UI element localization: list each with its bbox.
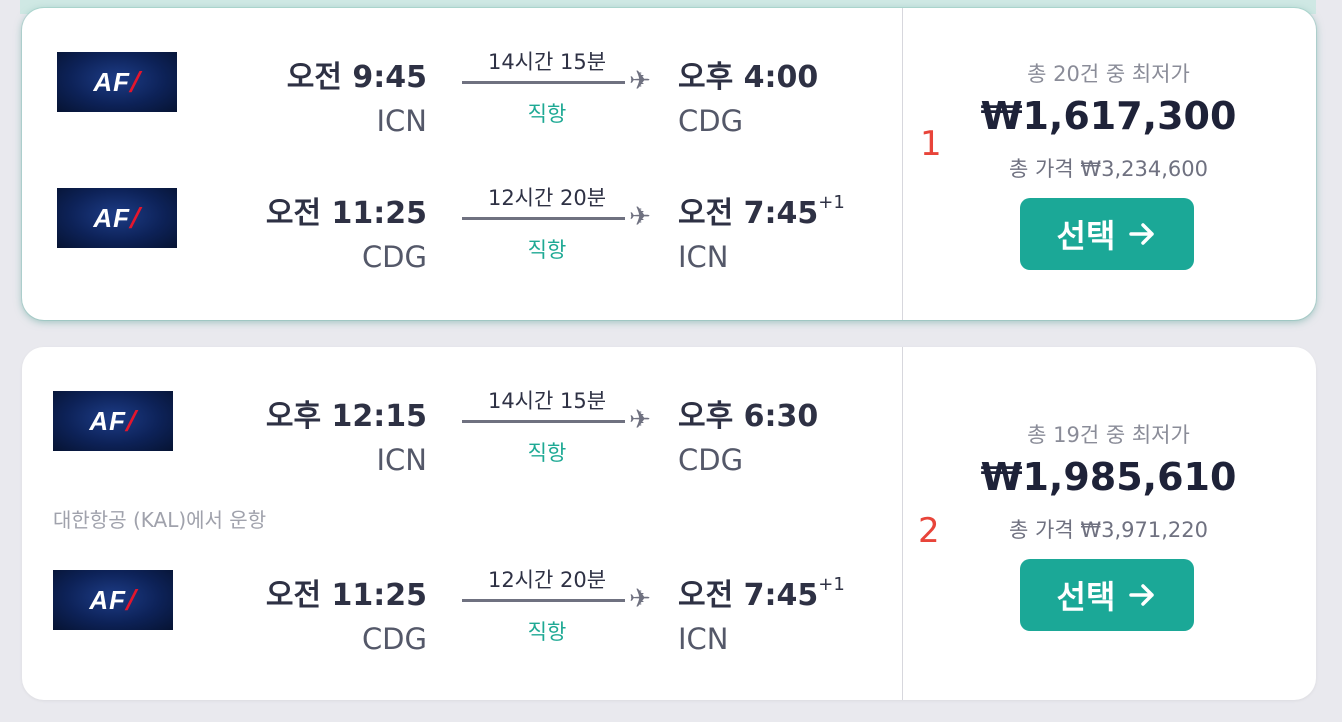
airline-logo: AF / <box>53 391 173 451</box>
route-line <box>462 217 625 220</box>
arrival-time-text: 오후 6:30 <box>678 399 819 434</box>
departure-airport: CDG <box>361 622 427 656</box>
airplane-icon: ✈ <box>629 202 651 232</box>
arrival-time: 오후 4:00 <box>678 52 818 96</box>
airplane-icon: ✈ <box>629 405 651 435</box>
stops-label: 직항 <box>527 102 567 126</box>
flight-duration: 14시간 15분 <box>487 50 607 74</box>
itinerary-legs: AF / 오후 12:15 ICN 14시간 15분 ✈ 직항 오후 6:30 C… <box>22 347 940 700</box>
route-line <box>462 420 625 423</box>
arrival-day-offset: +1 <box>818 574 845 595</box>
price: ₩1,617,300 <box>980 94 1237 138</box>
departure-time: 오후 12:15 <box>265 399 427 434</box>
arrival-airport: ICN <box>678 622 729 656</box>
total-price: 총 가격 ₩3,234,600 <box>1009 157 1208 181</box>
airline-logo-slash-icon: / <box>131 67 141 97</box>
arrow-right-icon <box>1129 584 1155 606</box>
operated-by-note: 대한항공 (KAL)에서 운항 <box>53 508 267 532</box>
card-divider <box>902 8 903 320</box>
select-button[interactable]: 선택 <box>1020 198 1194 270</box>
route-line <box>462 81 625 84</box>
stops-label: 직항 <box>527 620 567 644</box>
result-rank: 2 <box>918 511 940 551</box>
arrival-airport: CDG <box>678 104 744 138</box>
price-panel: 총 19건 중 최저가 ₩1,985,610 총 가격 ₩3,971,220 선… <box>902 347 1315 700</box>
airline-logo-text: AF <box>89 584 127 615</box>
stops-label: 직항 <box>527 238 567 262</box>
airline-logo-text: AF <box>89 405 127 436</box>
arrival-day-offset: +1 <box>818 192 845 213</box>
airline-logo-slash-icon: / <box>127 585 137 615</box>
airline-logo-slash-icon: / <box>127 406 137 436</box>
arrival-time: 오후 6:30 <box>678 391 818 435</box>
arrival-time: 오전 7:45+1 <box>678 570 845 614</box>
airline-logo: AF / <box>57 188 177 248</box>
airline-logo-slash-icon: / <box>131 203 141 233</box>
price: ₩1,985,610 <box>980 455 1237 499</box>
arrival-time-text: 오전 7:45 <box>678 196 819 231</box>
departure-time: 오전 11:25 <box>265 196 427 231</box>
departure-airport: CDG <box>361 240 427 274</box>
select-button-label: 선택 <box>1056 217 1116 255</box>
departure-time: 오전 11:25 <box>265 578 427 613</box>
result-card-2[interactable]: AF / 오후 12:15 ICN 14시간 15분 ✈ 직항 오후 6:30 C… <box>22 347 1316 700</box>
airline-logo: AF / <box>57 52 177 112</box>
total-price: 총 가격 ₩3,971,220 <box>1009 518 1208 542</box>
stops-label: 직항 <box>527 441 567 465</box>
airline-logo-text: AF <box>93 66 131 97</box>
card-divider <box>902 347 903 700</box>
arrival-time: 오전 7:45+1 <box>678 188 845 232</box>
arrival-airport: ICN <box>678 240 729 274</box>
arrow-right-icon <box>1129 223 1155 245</box>
airplane-icon: ✈ <box>629 584 651 614</box>
itinerary-legs: AF / 오전 9:45 ICN 14시간 15분 ✈ 직항 오후 4:00 CD… <box>22 8 942 320</box>
price-label: 총 20건 중 최저가 <box>1027 62 1190 86</box>
select-button-label: 선택 <box>1056 578 1116 616</box>
arrival-time-text: 오후 4:00 <box>678 60 819 95</box>
select-button[interactable]: 선택 <box>1020 559 1194 631</box>
outbound-leg: AF / 오전 9:45 ICN 14시간 15분 ✈ 직항 오후 4:00 CD… <box>22 50 902 152</box>
outbound-leg: AF / 오후 12:15 ICN 14시간 15분 ✈ 직항 오후 6:30 C… <box>22 389 902 491</box>
flight-duration: 12시간 20분 <box>487 568 607 592</box>
price-label: 총 19건 중 최저가 <box>1027 423 1190 447</box>
arrival-airport: CDG <box>678 443 744 477</box>
airline-logo-text: AF <box>93 202 131 233</box>
price-panel: 총 20건 중 최저가 ₩1,617,300 총 가격 ₩3,234,600 선… <box>902 8 1315 320</box>
route-line <box>462 599 625 602</box>
arrival-time-text: 오전 7:45 <box>678 578 819 613</box>
flight-duration: 14시간 15분 <box>487 389 607 413</box>
airline-logo: AF / <box>53 570 173 630</box>
return-leg: AF / 오전 11:25 CDG 12시간 20분 ✈ 직항 오전 7:45+1… <box>22 568 902 670</box>
return-leg: AF / 오전 11:25 CDG 12시간 20분 ✈ 직항 오전 7:45+1… <box>22 186 902 288</box>
departure-time: 오전 9:45 <box>286 60 427 95</box>
departure-airport: ICN <box>376 443 428 477</box>
departure-airport: ICN <box>376 104 428 138</box>
airplane-icon: ✈ <box>629 66 651 96</box>
result-card-1[interactable]: AF / 오전 9:45 ICN 14시간 15분 ✈ 직항 오후 4:00 CD… <box>22 8 1316 320</box>
flight-duration: 12시간 20분 <box>487 186 607 210</box>
result-rank: 1 <box>920 124 942 164</box>
